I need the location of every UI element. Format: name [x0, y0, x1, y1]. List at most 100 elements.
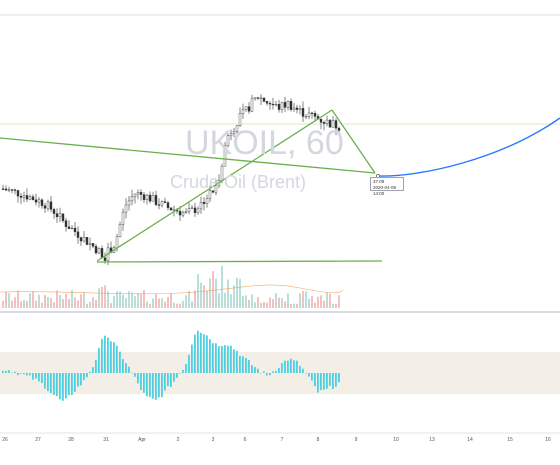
time-tick-label: 6	[244, 437, 247, 443]
volume-bar	[14, 297, 16, 308]
trendline-ascending[interactable]	[96, 109, 333, 262]
volume-bar	[197, 274, 199, 308]
candle-body	[310, 112, 314, 114]
volume-bar	[329, 293, 331, 308]
volume-bar	[266, 302, 268, 308]
volume-bar	[272, 298, 274, 308]
histogram-bar	[44, 373, 46, 389]
volume-bar	[254, 302, 256, 308]
volume-bar	[302, 290, 304, 308]
candle-body	[304, 116, 308, 118]
histogram-bar	[170, 373, 172, 387]
histogram-bar	[332, 373, 334, 390]
volume-bar	[146, 301, 148, 308]
time-tick-label: 26	[2, 437, 8, 443]
histogram-bar	[224, 345, 226, 373]
volume-bar	[62, 298, 64, 308]
histogram-bar	[251, 365, 253, 373]
candle-body	[115, 236, 119, 248]
volume-bar	[179, 303, 181, 308]
histogram-bar	[32, 373, 34, 380]
candle-body	[70, 227, 74, 230]
histogram-bar	[197, 330, 199, 373]
volume-bar	[215, 278, 217, 308]
volume-bar	[290, 303, 292, 308]
volume-bar	[137, 293, 139, 308]
candle-body	[187, 208, 191, 212]
candle-body	[28, 196, 32, 200]
volume-bar	[92, 297, 94, 308]
volume-bar	[50, 297, 52, 308]
trendline-descending[interactable]	[0, 137, 376, 174]
candle-body	[169, 207, 173, 211]
volume-bar	[170, 293, 172, 308]
volume-bar	[47, 297, 49, 308]
volume-bar	[299, 293, 301, 308]
histogram-bar	[293, 360, 295, 373]
candle-body	[160, 201, 164, 206]
candle-body	[166, 202, 170, 208]
candle-body	[142, 194, 146, 200]
histogram-bar	[278, 368, 280, 373]
projection-curve[interactable]	[377, 117, 560, 177]
histogram-bar	[71, 373, 73, 396]
histogram-bar	[92, 367, 94, 373]
volume-bar	[116, 291, 118, 308]
histogram-bar	[227, 345, 229, 373]
candle-body	[148, 194, 152, 202]
candle-body	[271, 103, 275, 106]
tooltip-datetime: 2020-04-09 14:00	[373, 185, 397, 196]
candle-body	[280, 102, 284, 110]
histogram-bar	[302, 368, 304, 373]
volume-bar	[176, 303, 178, 308]
trendline-drop[interactable]	[331, 109, 376, 174]
volume-bar	[56, 290, 58, 308]
candle-body	[34, 199, 38, 203]
histogram-bar	[113, 342, 115, 373]
histogram-bar	[80, 373, 82, 386]
volume-bar	[233, 285, 235, 308]
candle-body	[226, 135, 230, 146]
volume-bar	[158, 298, 160, 308]
histogram-bar	[206, 335, 208, 373]
candle-body	[253, 97, 257, 100]
candle-body	[82, 237, 86, 242]
time-tick-label: 28	[68, 437, 74, 443]
volume-bar	[338, 295, 340, 308]
histogram-bar	[281, 363, 283, 373]
volume-bar	[263, 301, 265, 308]
volume-bar	[83, 292, 85, 308]
candle-body	[211, 190, 215, 193]
volume-bar	[155, 293, 157, 308]
support-line[interactable]	[96, 260, 383, 263]
candle-body	[181, 212, 185, 216]
histogram-bar	[137, 373, 139, 384]
histogram-bar	[143, 373, 145, 393]
histogram-bar	[125, 363, 127, 373]
candle-body	[61, 213, 65, 221]
volume-bars	[0, 265, 344, 308]
volume-bar	[317, 296, 319, 308]
volume-bar	[89, 301, 91, 308]
histogram-bar	[140, 373, 142, 390]
histogram-bar	[110, 341, 112, 373]
histogram-bar	[287, 360, 289, 373]
histogram-bar	[314, 373, 316, 387]
volume-bar	[35, 300, 37, 308]
candle-body	[154, 195, 158, 205]
candle-body	[145, 194, 149, 200]
histogram-bar	[239, 355, 241, 373]
candle-body	[319, 118, 323, 123]
histogram-bar	[68, 373, 70, 396]
histogram-bar	[38, 373, 40, 382]
volume-bar	[86, 303, 88, 308]
candle-body	[229, 133, 233, 136]
histogram-bar	[188, 354, 190, 373]
time-axis-ticks: 26 27 28 31 Apr 2 3 6 7 8 9 10 13 14 15 16	[2, 437, 551, 443]
histogram-bar	[146, 373, 148, 397]
histogram-bar	[212, 343, 214, 373]
candlesticks	[1, 94, 341, 266]
candle-body	[79, 237, 83, 242]
